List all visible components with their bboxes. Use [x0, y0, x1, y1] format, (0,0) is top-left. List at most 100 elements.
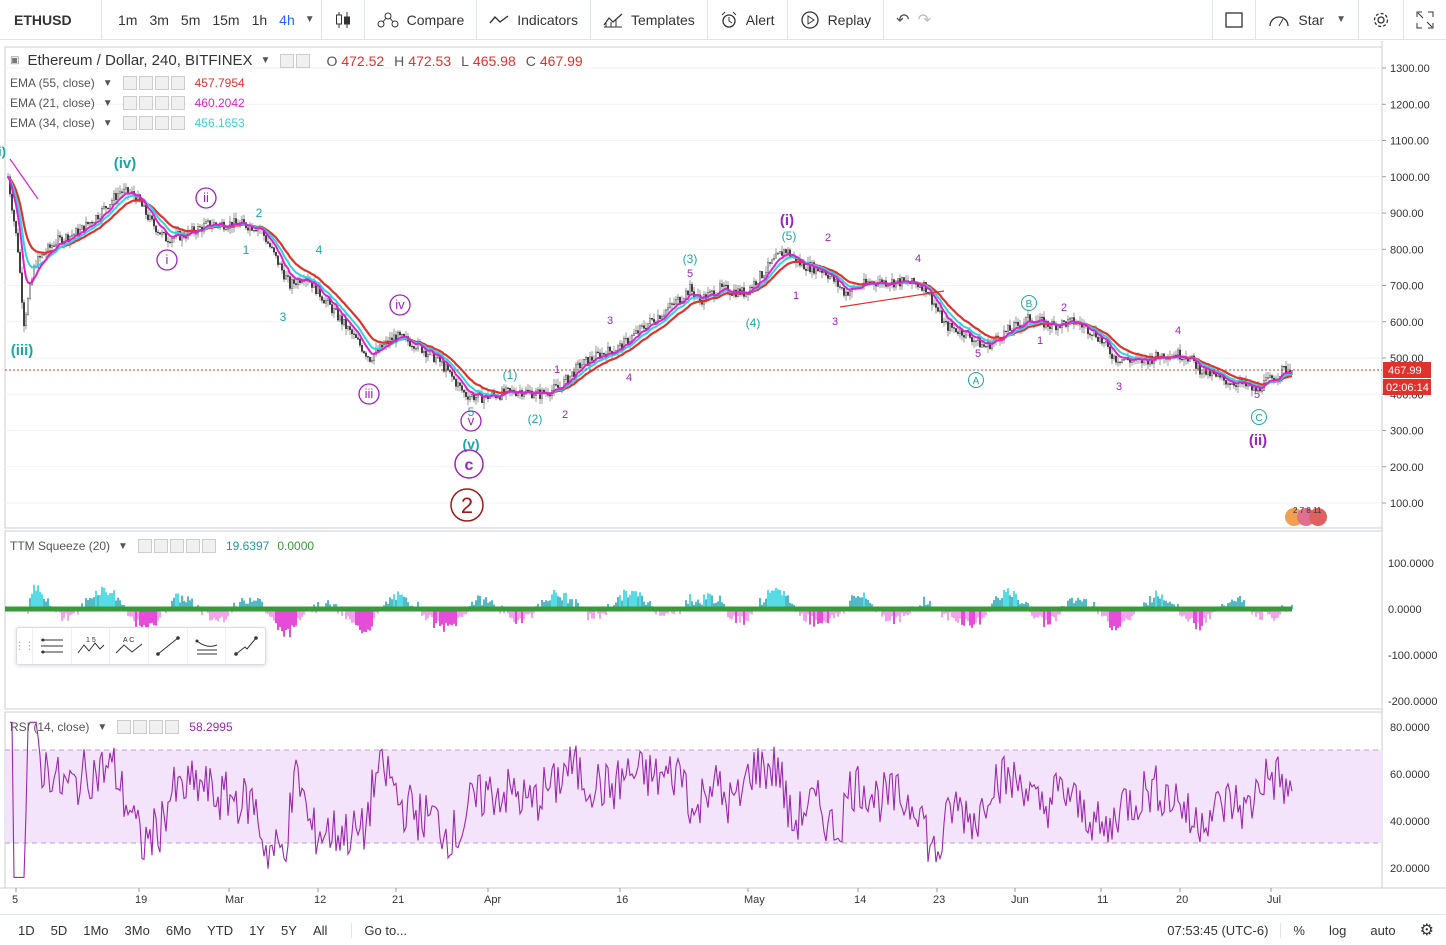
wave-label-purple[interactable]: 5: [687, 268, 693, 280]
chart-style-button[interactable]: [322, 0, 365, 40]
ttm-axis[interactable]: 100.0000 0.0000 -100.0000 -200.0000: [1388, 558, 1438, 708]
wave-label-purple[interactable]: (ii): [1249, 432, 1267, 449]
legend-title[interactable]: Ethereum / Dollar, 240, BITFINEX: [27, 52, 253, 69]
wave-label-purple[interactable]: 4: [915, 253, 921, 265]
interval-1h[interactable]: 1h: [251, 11, 268, 28]
percent-toggle[interactable]: %: [1293, 922, 1305, 938]
ttm-legend[interactable]: TTM Squeeze (20) ▼ 19.6397 0.0000: [10, 539, 314, 553]
alert-button[interactable]: Alert: [708, 0, 788, 40]
interval-15m[interactable]: 15m: [212, 11, 240, 28]
auto-toggle[interactable]: auto: [1370, 922, 1396, 938]
wave-label-purple[interactable]: 3: [832, 316, 838, 328]
time-axis[interactable]: 5 19 Mar 12 21 Apr 16 May 14 23 Jun 11 20 Jul: [12, 888, 1281, 906]
wave-label-purple[interactable]: c: [465, 457, 474, 474]
wave-label-red[interactable]: 2: [461, 493, 473, 518]
wave-label-purple[interactable]: 1: [793, 290, 799, 302]
interval-1m[interactable]: 1m: [118, 11, 138, 28]
range-1y[interactable]: 1Y: [249, 922, 266, 938]
rsi-dropdown-icon[interactable]: ▼: [97, 721, 108, 733]
path-tool[interactable]: [226, 628, 265, 664]
wave-label-purple[interactable]: 3: [1116, 381, 1122, 393]
elliott-correction-tool[interactable]: A C: [110, 628, 150, 664]
wave-label-teal[interactable]: A: [973, 376, 980, 387]
wave-label-purple[interactable]: 4: [626, 372, 632, 384]
elliott-impulse-tool[interactable]: 1 5: [72, 628, 111, 664]
wave-label-purple[interactable]: 5: [975, 348, 981, 360]
settings-button[interactable]: [1359, 0, 1404, 40]
interval-4h[interactable]: 4h: [279, 11, 295, 28]
wave-label-teal[interactable]: (5): [782, 229, 797, 243]
range-5d[interactable]: 5D: [50, 922, 68, 938]
wave-labels[interactable]: i)(iv)(iii)2413(1)(2)(3)(4)(5)(v)BAC5iii…: [0, 144, 1267, 522]
goto-button[interactable]: Go to...: [351, 922, 407, 938]
wave-label-teal[interactable]: (iii): [11, 342, 34, 359]
wave-label-teal[interactable]: (4): [746, 316, 761, 330]
wave-label-teal[interactable]: (2): [528, 412, 543, 426]
wave-label-purple[interactable]: i: [166, 252, 169, 267]
ema21-dropdown-icon[interactable]: ▼: [102, 97, 113, 109]
wave-label-purple[interactable]: 2: [825, 232, 831, 244]
wave-label-teal[interactable]: 2: [256, 206, 263, 220]
range-5y[interactable]: 5Y: [281, 922, 297, 938]
drag-handle[interactable]: ⋮⋮: [15, 628, 35, 664]
collapse-icon[interactable]: ▣: [10, 55, 20, 66]
wave-label-teal[interactable]: (1): [503, 368, 518, 382]
legend-buttons[interactable]: [280, 53, 311, 68]
trend-line-1[interactable]: [9, 158, 39, 200]
indicators-button[interactable]: Indicators: [477, 0, 591, 40]
interval-5m[interactable]: 5m: [180, 11, 201, 28]
wave-label-teal[interactable]: (3): [683, 252, 698, 266]
horizontal-lines-tool[interactable]: [33, 628, 72, 664]
wave-label-teal[interactable]: (iv): [114, 155, 137, 172]
ttm-pane[interactable]: [4, 530, 1383, 710]
wave-label-teal[interactable]: C: [1255, 413, 1262, 424]
wave-label-teal[interactable]: (v): [462, 436, 479, 452]
chart-area[interactable]: 1300.00 1200.00 1100.00 1000.00 900.00 800.00…: [0, 41, 1446, 914]
wave-label-teal[interactable]: 4: [316, 243, 323, 257]
wave-label-purple[interactable]: 5: [1254, 389, 1260, 401]
rsi-buttons[interactable]: [117, 720, 180, 734]
wave-label-purple[interactable]: iv: [395, 297, 405, 312]
range-1mo[interactable]: 1Mo: [83, 922, 109, 938]
ema34-dropdown-icon[interactable]: ▼: [102, 117, 113, 129]
wave-label-purple[interactable]: 3: [607, 315, 613, 327]
range-all[interactable]: All: [312, 922, 328, 938]
trend-line-tool[interactable]: [149, 628, 188, 664]
fullscreen-button[interactable]: [1404, 0, 1446, 40]
ema34-buttons[interactable]: [122, 116, 185, 130]
ttm-dropdown-icon[interactable]: ▼: [118, 540, 128, 552]
range-ytd[interactable]: YTD: [207, 922, 234, 938]
ema55-legend[interactable]: EMA (55, close) ▼ 457.7954: [10, 76, 245, 90]
wave-label-purple[interactable]: 1: [554, 364, 560, 376]
redo-icon[interactable]: ↷: [917, 11, 931, 29]
compare-button[interactable]: Compare: [365, 0, 478, 40]
ema21-buttons[interactable]: [122, 96, 185, 110]
wave-label-purple[interactable]: 4: [1175, 325, 1181, 337]
fullscreen-chart-button[interactable]: [1212, 0, 1257, 40]
wave-label-purple[interactable]: iii: [365, 386, 374, 401]
star-dropdown-icon[interactable]: ▼: [1336, 14, 1346, 25]
wave-label-purple[interactable]: 2: [562, 409, 568, 421]
ttm-buttons[interactable]: [137, 539, 216, 553]
ema21-legend[interactable]: EMA (21, close) ▼ 460.2042: [10, 96, 245, 110]
settings-icon[interactable]: ⚙: [1419, 922, 1434, 939]
templates-button[interactable]: Templates: [591, 0, 708, 40]
star-button[interactable]: Star ▼: [1256, 0, 1359, 40]
wave-label-teal[interactable]: B: [1026, 299, 1033, 310]
rsi-legend[interactable]: RSI (14, close) ▼ 58.2995: [10, 720, 233, 734]
range-3mo[interactable]: 3Mo: [124, 922, 150, 938]
wave-label-purple[interactable]: 2: [1061, 302, 1067, 314]
wave-label-purple[interactable]: 1: [1037, 335, 1043, 347]
clock[interactable]: 07:53:45 (UTC-6): [1155, 922, 1282, 938]
interval-3m[interactable]: 3m: [149, 11, 169, 28]
chart-canvas[interactable]: 1300.001200.001100.001000.00900.00800.00…: [0, 41, 1446, 914]
wave-label-teal[interactable]: 3: [280, 310, 287, 324]
undo-icon[interactable]: ↶: [896, 11, 910, 29]
trend-line-2[interactable]: [839, 290, 945, 308]
legend-dropdown-icon[interactable]: ▼: [260, 55, 271, 66]
parallel-channel-tool[interactable]: [188, 628, 227, 664]
wave-label-teal[interactable]: 1: [243, 243, 250, 257]
ema55-buttons[interactable]: [122, 76, 185, 90]
replay-button[interactable]: Replay: [788, 0, 885, 40]
price-pane[interactable]: [4, 46, 1383, 529]
